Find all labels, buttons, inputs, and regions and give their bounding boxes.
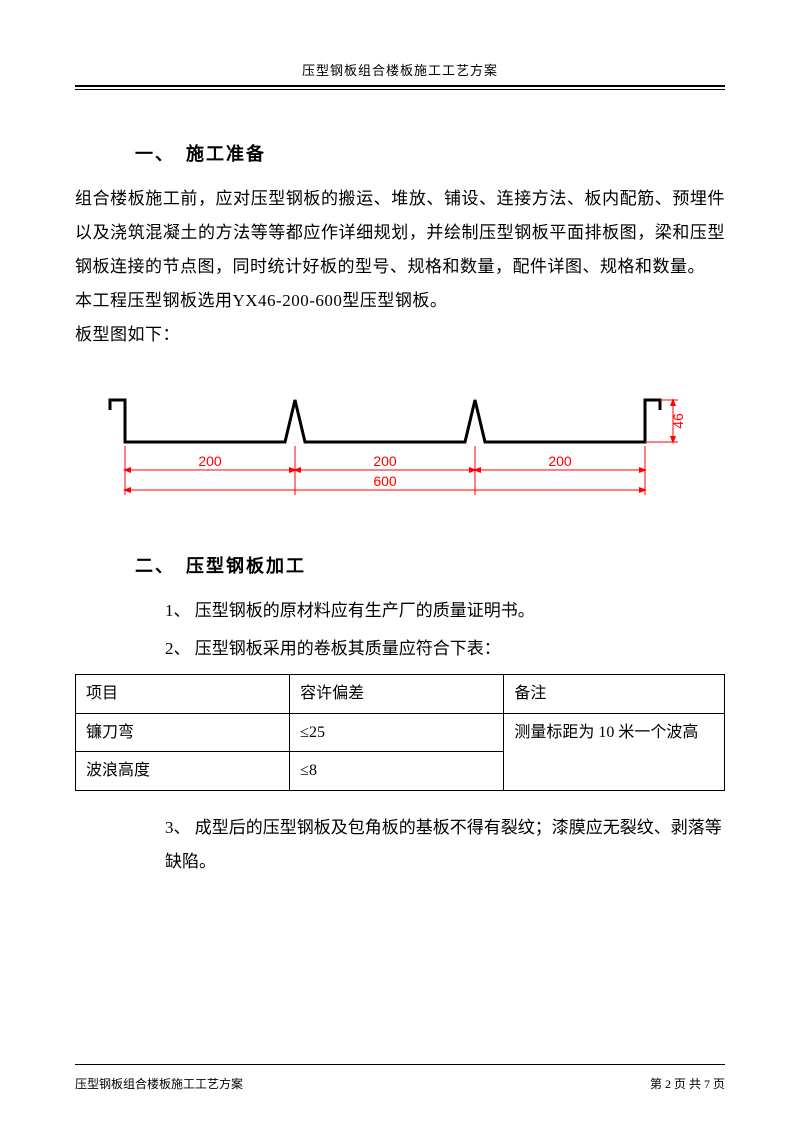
quality-table: 项目 容许偏差 备注 镰刀弯 ≤25 测量标距为 10 米一个波高 波浪高度 ≤… (75, 674, 725, 791)
table-cell: 镰刀弯 (76, 713, 290, 752)
svg-text:46: 46 (670, 413, 685, 429)
page-header-title: 压型钢板组合楼板施工工艺方案 (75, 60, 725, 85)
table-header-cell: 容许偏差 (290, 675, 504, 714)
profile-svg: 200 200 200 600 46 (95, 382, 685, 522)
table-header-cell: 备注 (504, 675, 725, 714)
svg-text:200: 200 (373, 453, 397, 469)
profile-diagram: 200 200 200 600 46 (95, 382, 685, 522)
section1-heading: 一、 施工准备 (135, 140, 725, 166)
table-cell: ≤8 (290, 752, 504, 791)
table-cell: 波浪高度 (76, 752, 290, 791)
table-header-cell: 项目 (76, 675, 290, 714)
page-footer: 压型钢板组合楼板施工工艺方案 第 2 页 共 7 页 (75, 1064, 725, 1092)
svg-text:200: 200 (198, 453, 222, 469)
section1-paragraph-3: 板型图如下： (75, 318, 725, 352)
section2-item-2: 2、 压型钢板采用的卷板其质量应符合下表： (165, 632, 725, 666)
footer-right: 第 2 页 共 7 页 (650, 1075, 725, 1092)
table-cell: ≤25 (290, 713, 504, 752)
section1-paragraph-1: 组合楼板施工前，应对压型钢板的搬运、堆放、铺设、连接方法、板内配筋、预埋件以及浇… (75, 182, 725, 284)
table-cell-note: 测量标距为 10 米一个波高 (504, 713, 725, 790)
table-row: 项目 容许偏差 备注 (76, 675, 725, 714)
svg-text:600: 600 (373, 473, 397, 489)
footer-left: 压型钢板组合楼板施工工艺方案 (75, 1075, 243, 1092)
svg-text:200: 200 (548, 453, 572, 469)
section2-item-3: 3、 成型后的压型钢板及包角板的基板不得有裂纹；漆膜应无裂纹、剥落等缺陷。 (165, 811, 725, 879)
section1-paragraph-2: 本工程压型钢板选用YX46-200-600型压型钢板。 (75, 284, 725, 318)
section2-heading: 二、 压型钢板加工 (135, 552, 725, 578)
table-row: 镰刀弯 ≤25 测量标距为 10 米一个波高 (76, 713, 725, 752)
section2-item-1: 1、 压型钢板的原材料应有生产厂的质量证明书。 (165, 594, 725, 628)
header-divider (75, 85, 725, 90)
